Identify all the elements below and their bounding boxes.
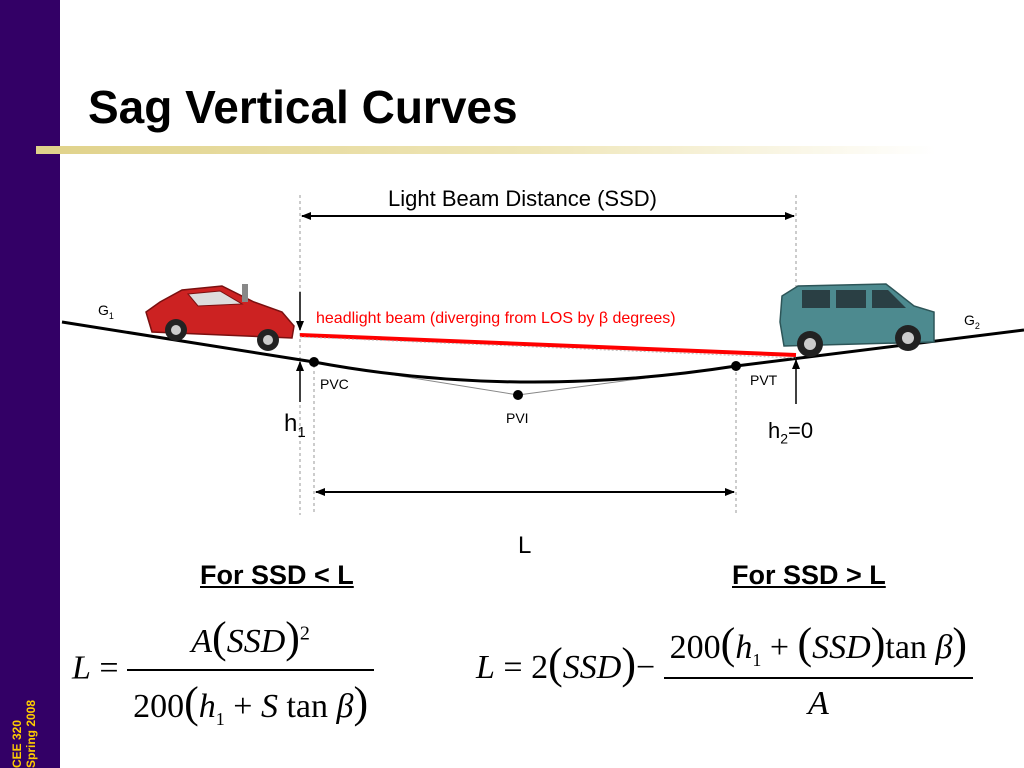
- curve-length-label: L: [518, 532, 532, 559]
- road-profile: [61, 320, 1024, 384]
- title-underline-rule: [36, 146, 936, 154]
- heading-ssd-less-than-l: For SSD < L: [200, 560, 354, 590]
- pvt-point: [731, 361, 741, 371]
- pvc-point: [309, 357, 319, 367]
- line-of-sight: [299, 336, 797, 359]
- beam-distance-label: Light Beam Distance (SSD): [388, 186, 657, 211]
- h2-label: h2=0: [768, 418, 814, 447]
- headlight-beam-label: headlight beam (diverging from LOS by β …: [316, 310, 676, 327]
- pvc-label: PVC: [320, 376, 349, 392]
- pvi-label: PVI: [506, 410, 529, 426]
- formula-ssd-greater-than-l: L = 2(SSD)− 200(h1 + (SSD)tan β) A: [476, 618, 974, 723]
- teal-suv-icon: [779, 283, 935, 357]
- grade-g2-label: G2: [964, 312, 980, 331]
- headlight-beam: [299, 333, 797, 357]
- formula-ssd-less-than-l: L = A(SSD)2 200(h1 + S tan β): [72, 612, 375, 730]
- grade-g1-label: G1: [98, 302, 114, 321]
- red-car-icon: [145, 284, 295, 351]
- sidebar-band: CEE 320 Spring 2008: [0, 0, 60, 768]
- slide-title: Sag Vertical Curves: [88, 81, 518, 133]
- pvt-label: PVT: [750, 372, 778, 388]
- heading-ssd-greater-than-l: For SSD > L: [732, 560, 886, 590]
- pvi-point: [513, 390, 523, 400]
- h1-label: h1: [284, 410, 306, 441]
